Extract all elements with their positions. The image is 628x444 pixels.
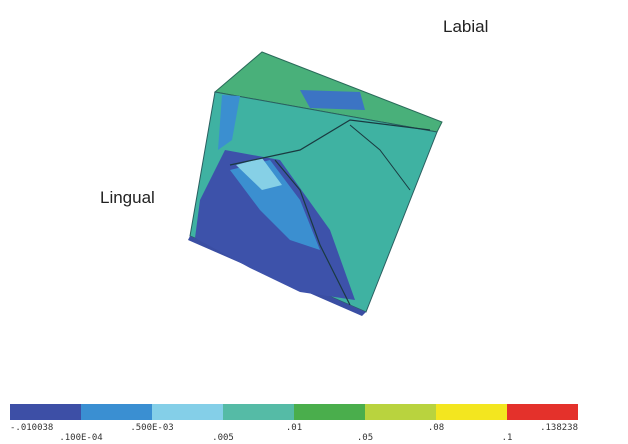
legend-label: .005 bbox=[212, 433, 234, 443]
legend-label: .500E-03 bbox=[130, 423, 173, 433]
legend-label: .1 bbox=[502, 433, 513, 443]
legend-label: .100E-04 bbox=[59, 433, 102, 443]
legend-swatch bbox=[436, 404, 507, 420]
legend-label: .01 bbox=[286, 423, 302, 433]
legend: -.010038 .100E-04 .500E-03 .005 .01 .05 .08 .1.… bbox=[10, 404, 578, 443]
lingual-label: Lingual bbox=[100, 188, 155, 207]
legend-label: .08 bbox=[428, 423, 444, 433]
legend-label: .05 bbox=[357, 433, 373, 443]
legend-swatch bbox=[294, 404, 365, 420]
tooth-model bbox=[188, 52, 442, 316]
legend-swatch bbox=[81, 404, 152, 420]
legend-swatch bbox=[507, 404, 578, 420]
legend-label: .138238 bbox=[540, 423, 578, 433]
legend-swatch bbox=[223, 404, 294, 420]
labial-label: Labial bbox=[443, 17, 488, 36]
legend-label: -.010038 bbox=[10, 423, 53, 433]
legend-swatch bbox=[365, 404, 436, 420]
legend-swatch bbox=[152, 404, 223, 420]
figure: Labial Lingual -.010038 .100E-04 .500E-03.… bbox=[0, 0, 628, 444]
legend-swatch bbox=[10, 404, 81, 420]
